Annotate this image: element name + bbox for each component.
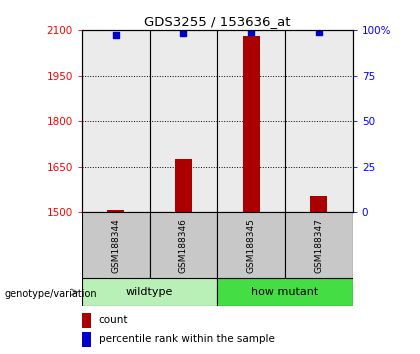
Text: GSM188345: GSM188345 [247,218,256,273]
Bar [285,30,353,212]
FancyBboxPatch shape [82,278,218,306]
Text: genotype/variation: genotype/variation [4,289,97,299]
Bar [218,30,285,212]
FancyBboxPatch shape [218,278,353,306]
Text: percentile rank within the sample: percentile rank within the sample [99,335,275,344]
Text: GSM188344: GSM188344 [111,218,120,273]
Point [248,29,255,34]
Text: how mutant: how mutant [252,287,319,297]
Text: wildtype: wildtype [126,287,173,297]
Text: GSM188347: GSM188347 [315,218,323,273]
Bar [243,36,260,212]
Point [315,29,322,35]
Bar [175,159,192,212]
FancyBboxPatch shape [150,212,218,278]
FancyBboxPatch shape [82,212,150,278]
FancyBboxPatch shape [285,212,353,278]
Bar [82,332,91,347]
Point [113,32,119,38]
Bar [82,313,91,328]
FancyBboxPatch shape [218,212,285,278]
Bar [150,30,218,212]
Text: GSM188346: GSM188346 [179,218,188,273]
Bar [82,30,150,212]
Text: count: count [99,315,128,325]
Bar [310,196,328,212]
Point [180,30,187,36]
Bar [107,210,124,212]
Title: GDS3255 / 153636_at: GDS3255 / 153636_at [144,15,291,28]
